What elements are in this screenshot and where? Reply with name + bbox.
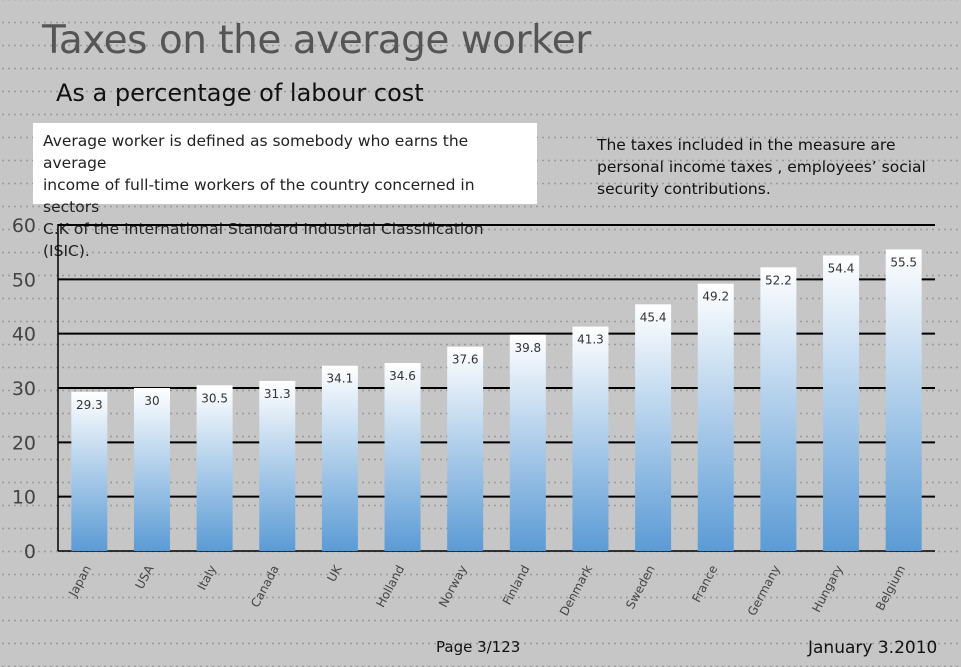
bar-denmark (572, 326, 609, 551)
y-tick-label: 10 (12, 487, 36, 509)
taxes-note-line: The taxes included in the measure are (597, 136, 896, 154)
x-tick-label: Belgium (873, 563, 908, 613)
data-label: 52.2 (765, 273, 792, 287)
data-label: 29.3 (76, 398, 103, 412)
x-tick-label: Holland (373, 563, 407, 610)
bar-uk (321, 365, 358, 551)
definition-line: income of full-time workers of the count… (43, 176, 475, 216)
chart-title: Taxes on the average worker (42, 18, 591, 63)
x-tick-label: Germany (745, 563, 783, 618)
x-tick-label: Denmark (557, 563, 595, 618)
bar-holland (384, 363, 421, 551)
x-tick-label: Canada (248, 563, 282, 610)
bar-finland (509, 334, 546, 551)
bar-sweden (635, 304, 672, 551)
taxes-note-line: personal income taxes , employees’ socia… (597, 158, 926, 176)
bar-hungary (823, 255, 860, 551)
bar-canada (259, 380, 296, 551)
chart-subtitle: As a percentage of labour cost (56, 79, 424, 107)
x-tick-label: Sweden (623, 563, 658, 611)
data-label: 34.1 (327, 372, 354, 386)
bar-chart: 0 10 20 30 40 50 60 29.3 Japan 30 USA 30.5 Italy 31.3… (12, 215, 935, 618)
data-label: 55.5 (890, 255, 917, 269)
bar-italy (196, 385, 233, 551)
bar-japan (71, 391, 108, 551)
footer-date: January 3.2010 (808, 638, 938, 658)
bar-belgium (885, 249, 922, 551)
taxes-note-line: security contributions. (597, 180, 771, 198)
definition-box: Average worker is defined as somebody wh… (33, 123, 537, 260)
x-tick-label: USA (133, 562, 157, 591)
data-label: 30 (144, 394, 159, 408)
x-tick-label: Finland (500, 563, 532, 607)
page-number: Page 3/123 (436, 638, 521, 656)
x-tick-label: Norway (436, 563, 470, 610)
x-tick-label: Hungary (809, 563, 845, 615)
data-label: 49.2 (702, 290, 729, 304)
definition-line: Average worker is defined as somebody wh… (43, 132, 469, 172)
x-tick-label: UK (324, 562, 345, 584)
data-label: 54.4 (828, 261, 855, 275)
y-tick-label: 20 (12, 432, 36, 454)
bar-france (697, 283, 734, 551)
data-label: 37.6 (452, 353, 479, 367)
y-tick-label: 40 (12, 324, 36, 346)
x-tick-label: France (689, 563, 720, 605)
taxes-note: The taxes included in the measure are pe… (597, 134, 927, 200)
y-tick-label: 60 (12, 215, 36, 237)
x-tick-label: Italy (195, 563, 220, 593)
data-label: 30.5 (201, 391, 228, 405)
bar-usa (133, 388, 170, 551)
data-label: 34.6 (389, 369, 416, 383)
y-tick-label: 50 (12, 269, 36, 291)
data-label: 45.4 (640, 310, 667, 324)
y-tick-label: 30 (12, 378, 36, 400)
data-label: 41.3 (577, 333, 604, 347)
data-label: 31.3 (264, 387, 291, 401)
x-tick-label: Japan (65, 563, 94, 600)
bar-germany (760, 267, 797, 551)
data-label: 39.8 (514, 341, 541, 355)
y-tick-label: 0 (24, 541, 36, 563)
bar-norway (447, 346, 484, 551)
